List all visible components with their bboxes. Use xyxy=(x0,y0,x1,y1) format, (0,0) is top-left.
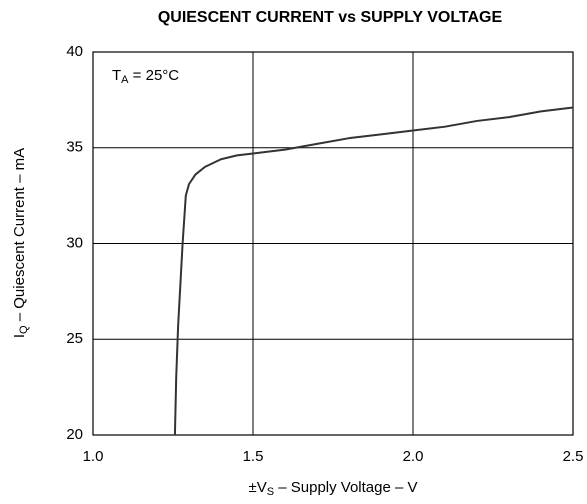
y-label-text: I xyxy=(11,334,28,338)
x-label-text: – Supply Voltage – V xyxy=(274,479,417,496)
x-axis-label: ±VS – Supply Voltage – V xyxy=(248,479,417,498)
y-tick-label: 30 xyxy=(66,234,83,251)
y-tick-label: 25 xyxy=(66,330,83,347)
x-tick-label: 1.5 xyxy=(243,448,264,465)
x-tick-label: 2.5 xyxy=(563,448,584,465)
x-label-sub: S xyxy=(267,486,274,498)
annotation: TA = 25°C xyxy=(112,67,179,86)
y-label-sub: Q xyxy=(18,325,30,334)
annotation-text: T xyxy=(112,67,121,84)
x-tick-label: 1.0 xyxy=(83,448,104,465)
x-tick-label: 2.0 xyxy=(403,448,424,465)
annotation-text: = 25°C xyxy=(129,67,180,84)
y-axis-label: IQ – Quiescent Current – mA xyxy=(11,148,30,338)
chart-title: QUIESCENT CURRENT vs SUPPLY VOLTAGE xyxy=(158,9,503,26)
y-tick-label: 40 xyxy=(66,43,83,60)
data-line xyxy=(173,106,574,436)
annotation-sub: A xyxy=(121,74,129,86)
y-tick-label: 35 xyxy=(66,139,83,156)
y-tick-label: 20 xyxy=(66,426,83,443)
plot-frame xyxy=(92,51,574,436)
x-label-text: ±V xyxy=(248,479,266,496)
y-label-text: – Quiescent Current – mA xyxy=(11,148,28,326)
